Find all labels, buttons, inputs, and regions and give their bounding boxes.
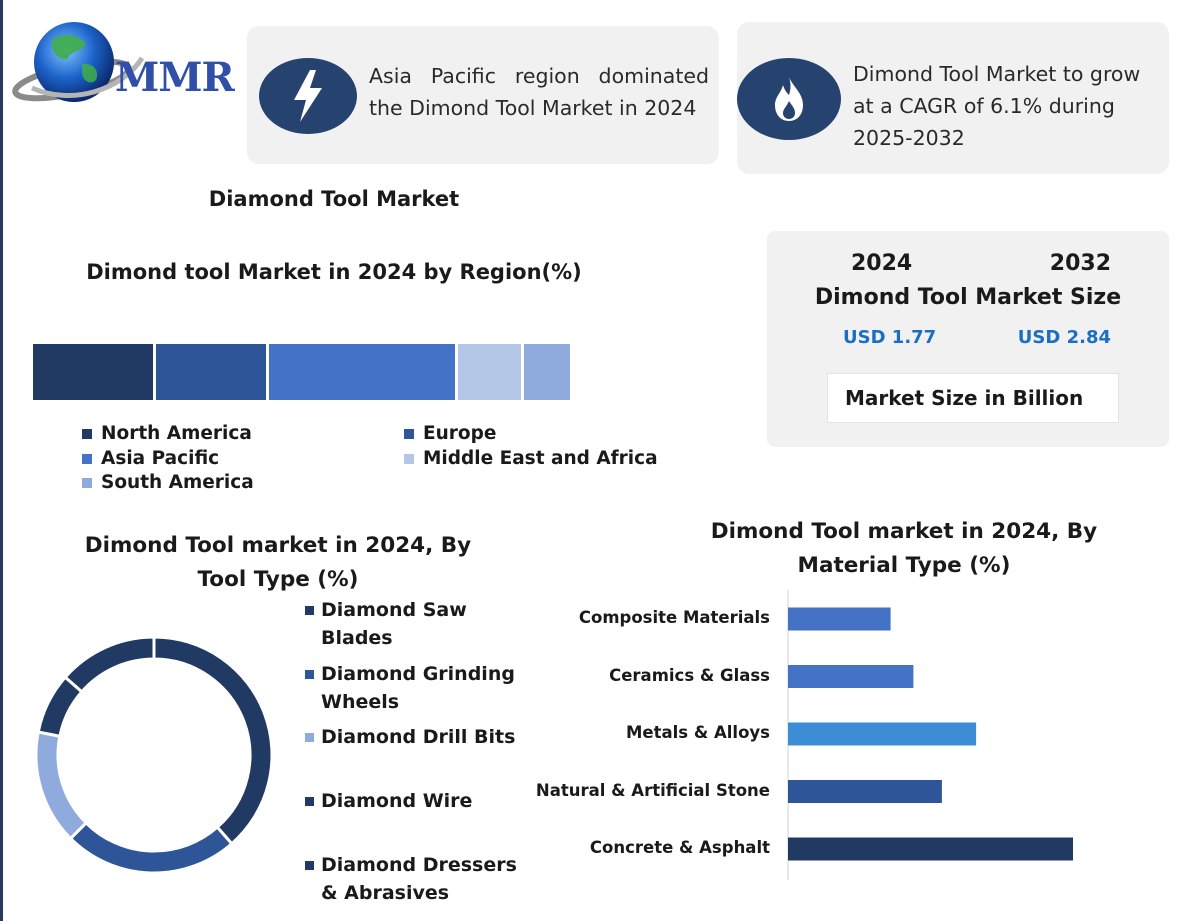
legend-label: South America <box>101 472 254 493</box>
region-segment <box>33 344 157 400</box>
legend-swatch <box>404 453 414 464</box>
category-label: Metals & Alloys <box>626 723 770 742</box>
legend-item: North America <box>82 423 252 444</box>
lightning-bolt-icon <box>259 58 357 134</box>
market-size-value-start: USD 1.77 <box>843 327 937 348</box>
region-chart-title: Dimond tool Market in 2024 by Region(%) <box>86 260 582 284</box>
legend-swatch <box>305 606 314 615</box>
insight-text: Dimond Tool Market to grow at a CAGR of … <box>853 62 1141 150</box>
legend-label: Middle East and Africa <box>423 448 658 469</box>
category-label: Ceramics & Glass <box>609 665 770 685</box>
region-segment <box>457 344 524 400</box>
legend-swatch <box>305 797 314 806</box>
category-label: Composite Materials <box>578 608 770 627</box>
legend-swatch <box>305 670 314 679</box>
flame-icon <box>737 58 841 140</box>
year-start: 2024 <box>851 251 913 276</box>
mmr-logo: MMR <box>12 18 237 113</box>
main-title: Diamond Tool Market <box>208 187 460 211</box>
legend-item: Diamond Grinding Wheels <box>305 660 535 716</box>
tool-type-chart-title: Dimond Tool market in 2024, By Tool Type… <box>84 533 472 592</box>
legend-label: Diamond Wire <box>321 790 473 812</box>
market-size-unit: Market Size in Billion <box>827 373 1119 423</box>
legend-swatch <box>305 733 314 742</box>
legend-label: North America <box>101 423 252 444</box>
globe-icon <box>12 22 145 102</box>
category-label: Concrete & Asphalt <box>589 838 770 857</box>
legend-label: Diamond Dressers & Abrasives <box>321 854 517 904</box>
region-segment <box>523 344 573 400</box>
legend-item: Diamond Saw Blades <box>305 596 535 652</box>
material-bar <box>788 780 942 803</box>
donut-slice <box>63 635 156 694</box>
material-bar-chart <box>787 590 1073 880</box>
category-label: Natural & Artificial Stone <box>535 780 770 800</box>
legend-item: Middle East and Africa <box>404 448 658 469</box>
legend-item: Asia Pacific <box>82 448 219 469</box>
legend-item: Diamond Wire <box>305 787 535 815</box>
donut-slice <box>152 635 274 846</box>
region-segment <box>156 344 269 400</box>
donut-slice <box>34 730 89 841</box>
material-chart-title: Dimond Tool market in 2024, By Material … <box>710 519 1098 578</box>
legend-item: Diamond Drill Bits <box>305 723 535 751</box>
material-bar <box>788 837 1073 861</box>
legend-label: Diamond Grinding Wheels <box>321 663 515 713</box>
logo-text: MMR <box>115 54 235 101</box>
legend-item: Europe <box>404 423 496 444</box>
tool-type-donut-chart <box>34 635 274 875</box>
material-bar <box>788 722 977 746</box>
legend-item: South America <box>82 472 254 493</box>
donut-slice <box>68 820 234 875</box>
year-end: 2032 <box>1049 251 1111 276</box>
insight-text: Asia Pacific region dominated the Dimond… <box>369 64 709 120</box>
region-segment <box>268 344 458 400</box>
insight-card-region: Asia Pacific region dominated the Dimond… <box>247 26 719 164</box>
legend-label: Europe <box>423 423 497 444</box>
market-size-heading: Dimond Tool Market Size <box>814 285 1122 310</box>
legend-swatch <box>404 428 414 439</box>
insight-card-cagr: Dimond Tool Market to grow at a CAGR of … <box>737 22 1169 174</box>
legend-label: Diamond Drill Bits <box>321 726 516 748</box>
legend-swatch <box>82 428 92 439</box>
material-bar <box>788 607 891 631</box>
market-size-box: 2024 2032 Dimond Tool Market Size USD 1.… <box>767 231 1169 447</box>
legend-swatch <box>82 477 92 488</box>
material-bar <box>788 665 914 688</box>
legend-label: Diamond Saw Blades <box>321 599 467 649</box>
legend-item: Diamond Dressers & Abrasives <box>305 851 535 907</box>
region-stacked-bar <box>33 344 573 400</box>
legend-label: Asia Pacific <box>101 448 220 469</box>
market-size-value-end: USD 2.84 <box>1017 327 1111 348</box>
legend-swatch <box>305 861 314 870</box>
legend-swatch <box>82 453 92 464</box>
